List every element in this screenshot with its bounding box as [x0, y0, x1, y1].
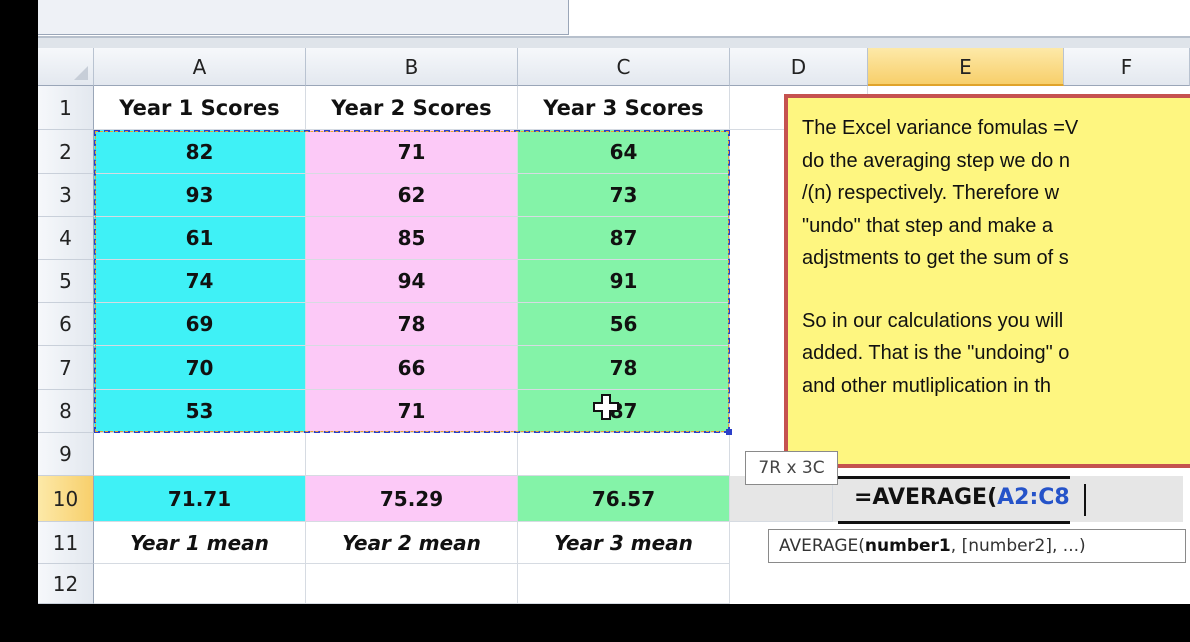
note-line: So in our calculations you will — [802, 309, 1064, 332]
cell-b8[interactable]: 71 — [306, 390, 518, 433]
cell-b10[interactable]: 75.29 — [306, 476, 518, 522]
row-header-3[interactable]: 3 — [38, 174, 94, 217]
name-box[interactable] — [38, 0, 569, 35]
column-header-f[interactable]: F — [1064, 48, 1190, 86]
row-header-8[interactable]: 8 — [38, 390, 94, 433]
cell-c5[interactable]: 91 — [518, 260, 730, 303]
note-line: "undo" that step and make a — [802, 214, 1054, 237]
column-header-e[interactable]: E — [868, 48, 1064, 86]
note-line: added. That is the "undoing" o — [802, 342, 1070, 364]
cell-a9[interactable] — [94, 433, 306, 476]
cell-b4[interactable]: 85 — [306, 217, 518, 260]
column-header-d[interactable]: D — [730, 48, 868, 86]
cell-c1[interactable]: Year 3 Scores — [518, 86, 730, 130]
cell-a8[interactable]: 53 — [94, 390, 306, 433]
column-header-a[interactable]: A — [94, 48, 306, 86]
cell-a2[interactable]: 82 — [94, 130, 306, 174]
cell-c10[interactable]: 76.57 — [518, 476, 730, 522]
cell-b9[interactable] — [306, 433, 518, 476]
row-header-7[interactable]: 7 — [38, 346, 94, 390]
cell-a7[interactable]: 70 — [94, 346, 306, 390]
cell-a12[interactable] — [94, 564, 306, 604]
row-header-4[interactable]: 4 — [38, 217, 94, 260]
cell-b1[interactable]: Year 2 Scores — [306, 86, 518, 130]
cell-a11[interactable]: Year 1 mean — [94, 522, 306, 564]
note-line: The Excel variance fomulas =V — [802, 117, 1079, 139]
function-argument-tooltip[interactable]: AVERAGE(number1, [number2], ...) — [768, 529, 1186, 563]
column-header-c[interactable]: C — [518, 48, 730, 86]
formula-range-ref: A2:C8 — [997, 485, 1070, 510]
cell-a3[interactable]: 93 — [94, 174, 306, 217]
cell-select-cursor-icon — [593, 394, 619, 420]
row-header-11[interactable]: 11 — [38, 522, 94, 564]
worksheet-grid[interactable]: A B C D E F 1 2 3 4 5 6 7 8 9 10 11 12 Y… — [38, 38, 1190, 604]
fn-hint-rest: , [number2], ...) — [950, 536, 1086, 556]
cell-c8[interactable]: 87 — [518, 390, 730, 433]
note-line: /(n) respectively. Therefore w — [802, 182, 1060, 204]
cell-b3[interactable]: 62 — [306, 174, 518, 217]
cell-b12[interactable] — [306, 564, 518, 604]
video-bottom-bar — [0, 604, 1190, 642]
row-header-2[interactable]: 2 — [38, 130, 94, 174]
cell-c2[interactable]: 64 — [518, 130, 730, 174]
note-line: and other mutliplication in th — [802, 374, 1052, 397]
cell-b7[interactable]: 66 — [306, 346, 518, 390]
cell-a5[interactable]: 74 — [94, 260, 306, 303]
selection-fill-handle[interactable] — [726, 429, 732, 435]
note-line: adjstments to get the sum of s — [802, 247, 1069, 269]
selection-size-tooltip: 7R x 3C — [745, 451, 838, 485]
cell-b2[interactable]: 71 — [306, 130, 518, 174]
row-header-1[interactable]: 1 — [38, 86, 94, 130]
cell-a1[interactable]: Year 1 Scores — [94, 86, 306, 130]
fn-hint-arg1[interactable]: number1 — [864, 536, 951, 556]
cell-c7[interactable]: 78 — [518, 346, 730, 390]
formula-function: =AVERAGE( — [854, 485, 998, 510]
select-all-corner[interactable] — [38, 48, 94, 86]
cell-c9[interactable] — [518, 433, 730, 476]
cell-formula-text[interactable]: =AVERAGE(A2:C8 — [854, 485, 1070, 510]
row-header-5[interactable]: 5 — [38, 260, 94, 303]
cell-b6[interactable]: 78 — [306, 303, 518, 346]
cell-c6[interactable]: 56 — [518, 303, 730, 346]
text-caret — [1084, 484, 1086, 516]
cell-a10[interactable]: 71.71 — [94, 476, 306, 522]
cell-a4[interactable]: 61 — [94, 217, 306, 260]
active-cell-e10[interactable] — [833, 476, 1183, 522]
row-header-12[interactable]: 12 — [38, 564, 94, 604]
cell-c4[interactable]: 87 — [518, 217, 730, 260]
cell-a6[interactable]: 69 — [94, 303, 306, 346]
cell-c11[interactable]: Year 3 mean — [518, 522, 730, 564]
cell-c12[interactable] — [518, 564, 730, 604]
edit-cell-frame — [838, 476, 1070, 524]
row-header-9[interactable]: 9 — [38, 433, 94, 476]
formula-bar-area — [38, 0, 1190, 38]
row-header-6[interactable]: 6 — [38, 303, 94, 346]
row-header-10[interactable]: 10 — [38, 476, 94, 522]
cell-b5[interactable]: 94 — [306, 260, 518, 303]
cell-c3[interactable]: 73 — [518, 174, 730, 217]
fn-hint-name: AVERAGE( — [779, 536, 865, 556]
note-line: do the averaging step we do n — [802, 149, 1070, 172]
cell-b11[interactable]: Year 2 mean — [306, 522, 518, 564]
note-textbox[interactable]: The Excel variance fomulas =V do the ave… — [784, 94, 1190, 468]
formula-bar-divider — [38, 36, 1190, 38]
ribbon-edge — [38, 38, 1190, 48]
column-header-b[interactable]: B — [306, 48, 518, 86]
